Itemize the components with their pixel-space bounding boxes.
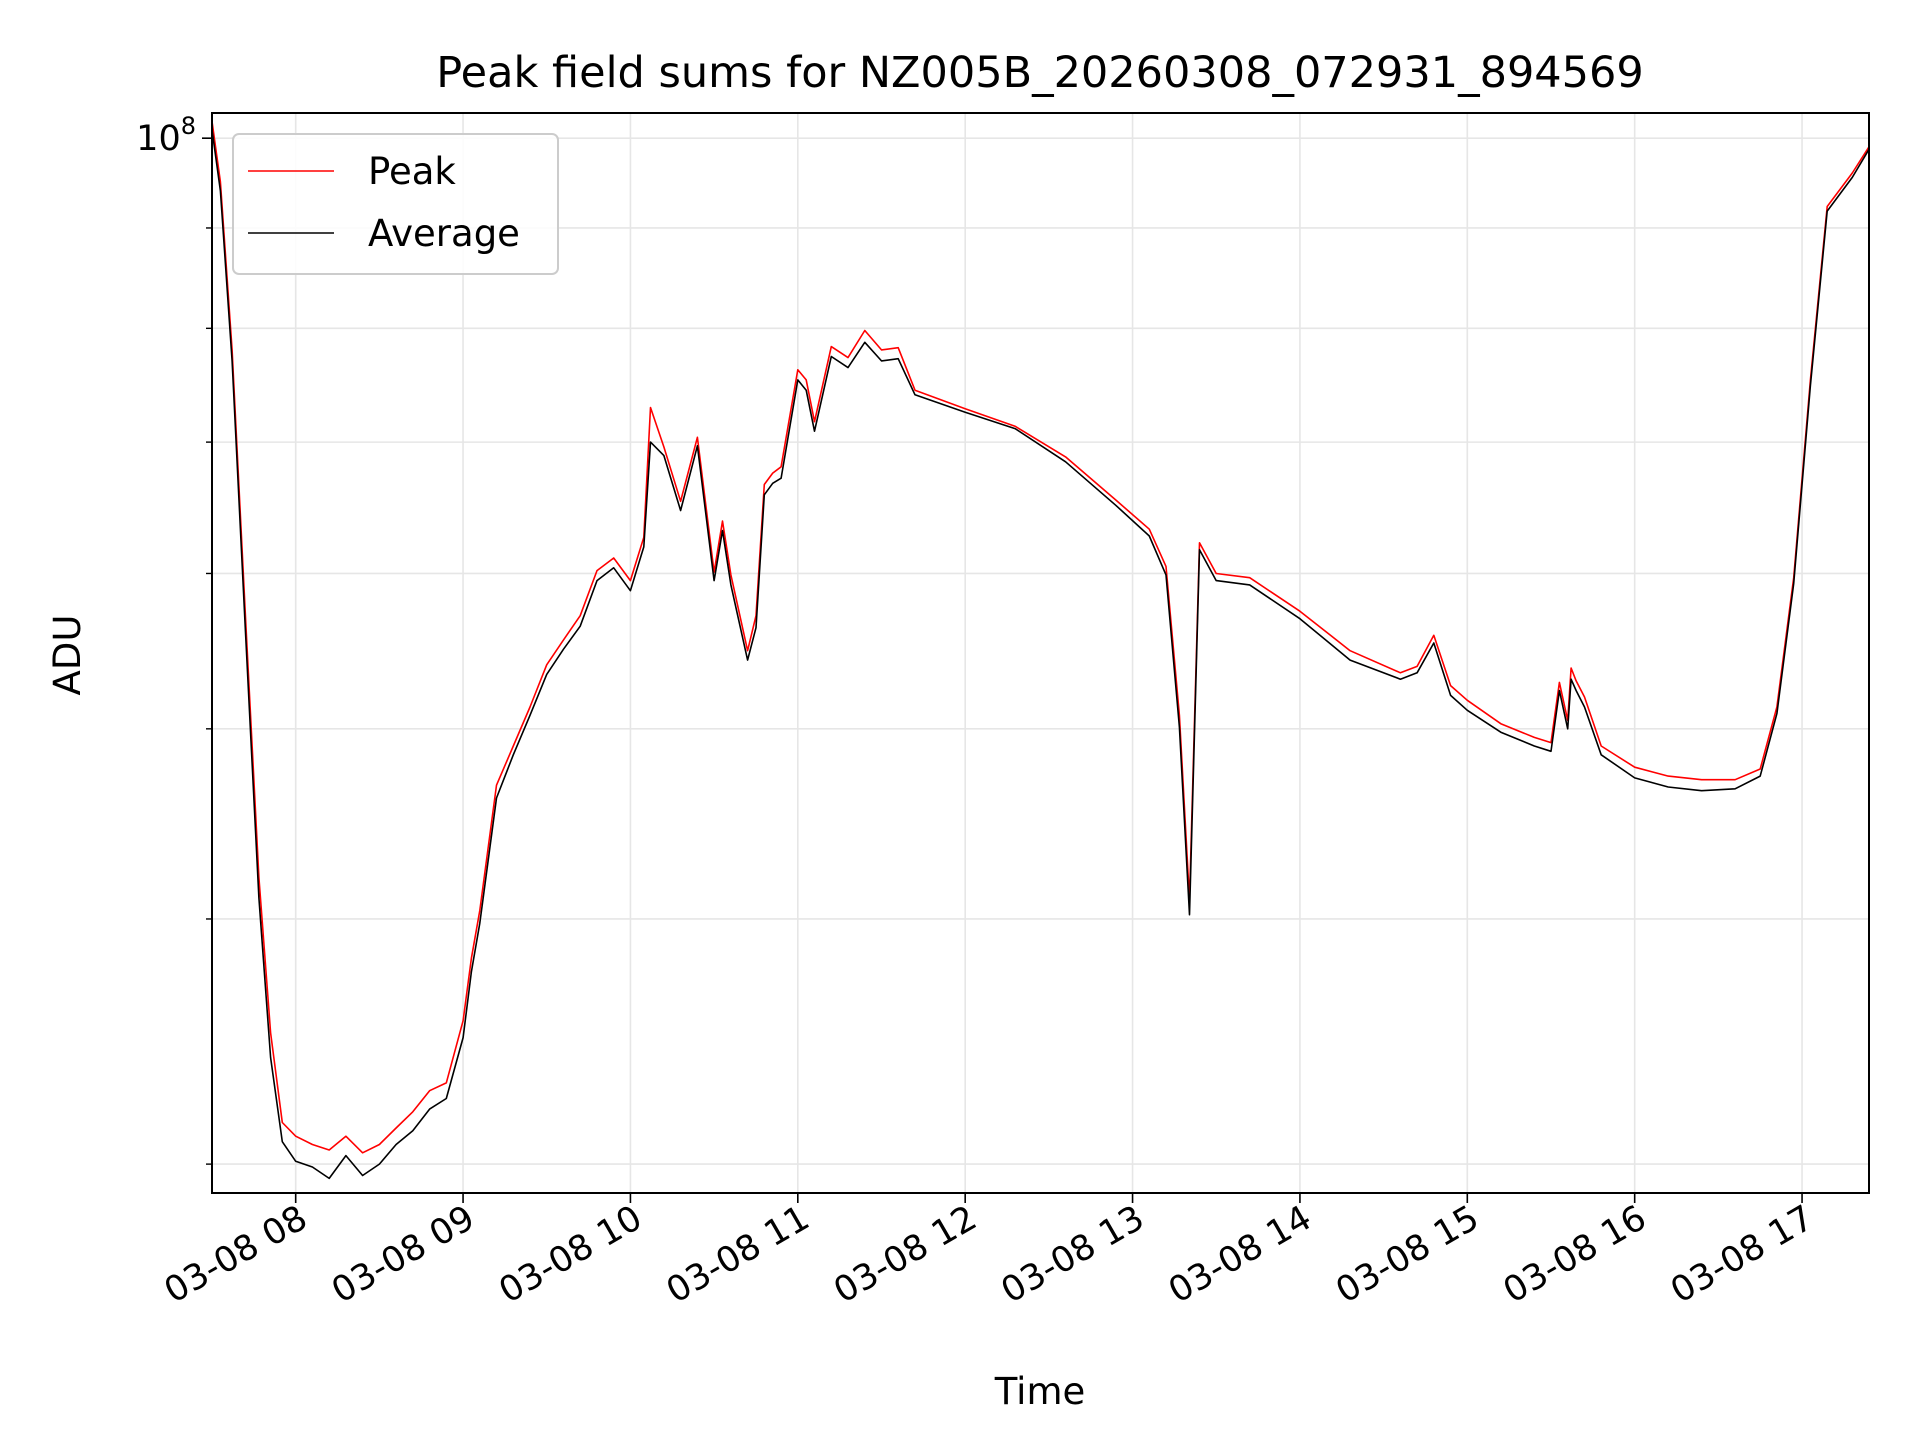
y-tick-label-base: 10 [136, 119, 181, 159]
y-tick-label: 108 [136, 112, 196, 159]
x-axis-label: Time [994, 1370, 1086, 1413]
plot-frame [211, 112, 1870, 1194]
series-line-average [211, 129, 1870, 1180]
y-axis-ticks: 108 [136, 112, 212, 1165]
chart-title: Peak field sums for NZ005B_20260308_0729… [436, 48, 1644, 98]
legend: Peak Average [232, 133, 559, 275]
plot-series [211, 121, 1870, 1180]
legend-box [232, 133, 559, 275]
y-tick-label-exponent: 8 [181, 112, 196, 140]
y-axis-label: ADU [46, 615, 89, 696]
legend-label-average: Average [368, 212, 520, 255]
legend-label-peak: Peak [368, 150, 456, 193]
